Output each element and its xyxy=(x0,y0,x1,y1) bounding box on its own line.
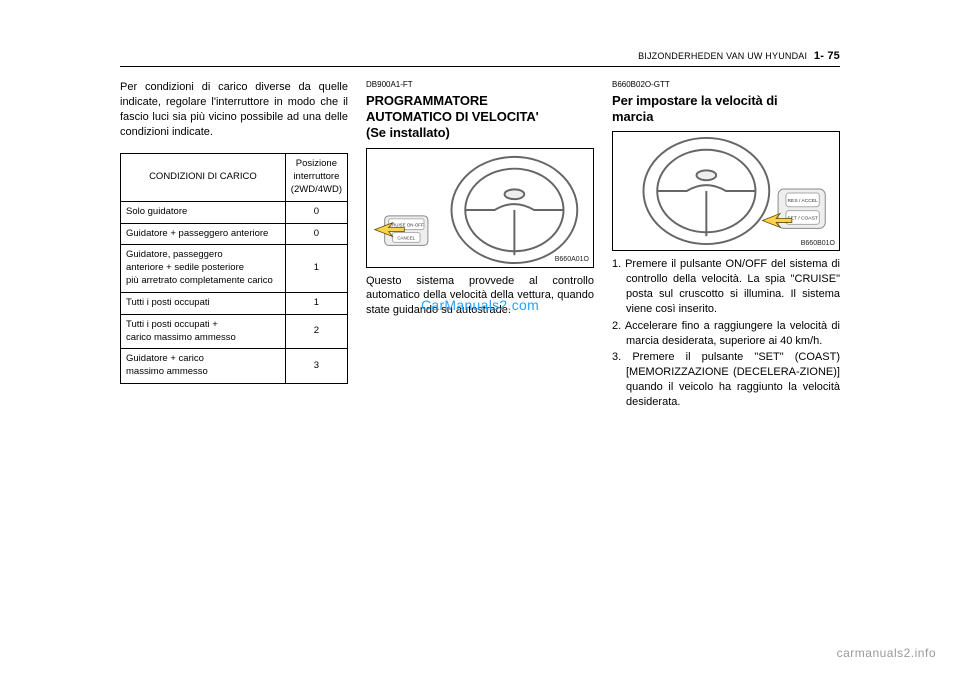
table-cell-label: Tutti i posti occupati xyxy=(121,292,286,314)
table-cell-value: 1 xyxy=(285,292,347,314)
table-header-row: CONDIZIONI DI CARICO Posizione interrutt… xyxy=(121,154,348,201)
table-cell-value: 0 xyxy=(285,223,347,245)
column-3: B660B02O-GTT Per impostare la velocità d… xyxy=(612,80,840,638)
table-cell-label: Guidatore + carico massimo ammesso xyxy=(121,349,286,384)
table-cell-label-l1: Guidatore, passeggero xyxy=(126,249,280,262)
table-cell-label-l3: più arretrato completamente carico xyxy=(126,275,280,288)
cancel-label: CANCEL xyxy=(397,235,415,240)
col2-code: DB900A1-FT xyxy=(366,80,594,91)
page: BIJZONDERHEDEN VAN UW HYUNDAI 1- 75 Per … xyxy=(0,0,960,678)
table-cell-value: 0 xyxy=(285,201,347,223)
table-cell-label-l1: Tutti i posti occupati + xyxy=(126,319,280,332)
header-rule xyxy=(120,66,840,67)
list-item: 2. Accelerare fino a raggiungere la velo… xyxy=(612,319,840,349)
col3-figure-caption: B660B01O xyxy=(801,239,835,248)
table-row: Guidatore + passeggero anteriore 0 xyxy=(121,223,348,245)
table-cell-label: Solo guidatore xyxy=(121,201,286,223)
steering-wheel-illustration: CRUISE ON·OFF CANCEL xyxy=(367,149,593,267)
col2-heading-l1: PROGRAMMATORE xyxy=(366,93,594,109)
table-header-left: CONDIZIONI DI CARICO xyxy=(121,154,286,201)
col2-figure: CRUISE ON·OFF CANCEL B660A01O xyxy=(366,148,594,268)
page-header: BIJZONDERHEDEN VAN UW HYUNDAI 1- 75 xyxy=(638,50,840,62)
column-2: DB900A1-FT PROGRAMMATORE AUTOMATICO DI V… xyxy=(366,80,594,638)
table-header-right: Posizione interruttore (2WD/4WD) xyxy=(285,154,347,201)
col2-heading-l2: AUTOMATICO DI VELOCITA' xyxy=(366,109,594,125)
content-columns: Per condizioni di carico diverse da quel… xyxy=(120,80,840,638)
list-item: 1. Premere il pulsante ON/OFF del sistem… xyxy=(612,257,840,316)
page-number: 1- 75 xyxy=(814,50,840,62)
col3-heading-l2: marcia xyxy=(612,109,840,125)
table-header-right-l1: Posizione xyxy=(291,158,342,171)
steering-wheel-illustration: RES / ACCEL SET / COAST xyxy=(613,132,839,250)
col2-heading-l3: (Se installato) xyxy=(366,125,594,141)
column-1: Per condizioni di carico diverse da quel… xyxy=(120,80,348,638)
table-cell-value: 2 xyxy=(285,314,347,349)
table-row: Solo guidatore 0 xyxy=(121,201,348,223)
table-row: Guidatore, passeggero anteriore + sedile… xyxy=(121,245,348,292)
table-cell-label: Tutti i posti occupati + carico massimo … xyxy=(121,314,286,349)
section-title: BIJZONDERHEDEN VAN UW HYUNDAI xyxy=(638,51,807,61)
list-item: 3. Premere il pulsante "SET" (COAST) [ME… xyxy=(612,350,840,409)
table-cell-label: Guidatore, passeggero anteriore + sedile… xyxy=(121,245,286,292)
col3-heading: Per impostare la velocità di marcia xyxy=(612,93,840,126)
footer-url: carmanuals2.info xyxy=(837,646,936,660)
table-cell-value: 3 xyxy=(285,349,347,384)
table-header-right-l3: (2WD/4WD) xyxy=(291,184,342,197)
table-row: Guidatore + carico massimo ammesso 3 xyxy=(121,349,348,384)
col2-heading: PROGRAMMATORE AUTOMATICO DI VELOCITA' (S… xyxy=(366,93,594,142)
cruise-onoff-label: CRUISE ON·OFF xyxy=(389,222,424,227)
res-accel-label: RES / ACCEL xyxy=(788,198,819,204)
col3-code: B660B02O-GTT xyxy=(612,80,840,91)
col3-heading-l1: Per impostare la velocità di xyxy=(612,93,840,109)
col2-figure-caption: B660A01O xyxy=(555,255,589,264)
col2-paragraph: Questo sistema provvede al controllo aut… xyxy=(366,274,594,319)
table-header-right-l2: interruttore xyxy=(291,171,342,184)
table-cell-value: 1 xyxy=(285,245,347,292)
col3-steps: 1. Premere il pulsante ON/OFF del sistem… xyxy=(612,257,840,409)
load-conditions-table: CONDIZIONI DI CARICO Posizione interrutt… xyxy=(120,153,348,384)
table-cell-label-l2: carico massimo ammesso xyxy=(126,332,280,345)
col1-paragraph: Per condizioni di carico diverse da quel… xyxy=(120,80,348,139)
table-row: Tutti i posti occupati 1 xyxy=(121,292,348,314)
table-cell-label: Guidatore + passeggero anteriore xyxy=(121,223,286,245)
table-cell-label-l1: Guidatore + carico xyxy=(126,353,280,366)
table-row: Tutti i posti occupati + carico massimo … xyxy=(121,314,348,349)
col3-figure: RES / ACCEL SET / COAST B660B01O xyxy=(612,131,840,251)
table-cell-label-l2: anteriore + sedile posteriore xyxy=(126,262,280,275)
table-cell-label-l2: massimo ammesso xyxy=(126,366,280,379)
